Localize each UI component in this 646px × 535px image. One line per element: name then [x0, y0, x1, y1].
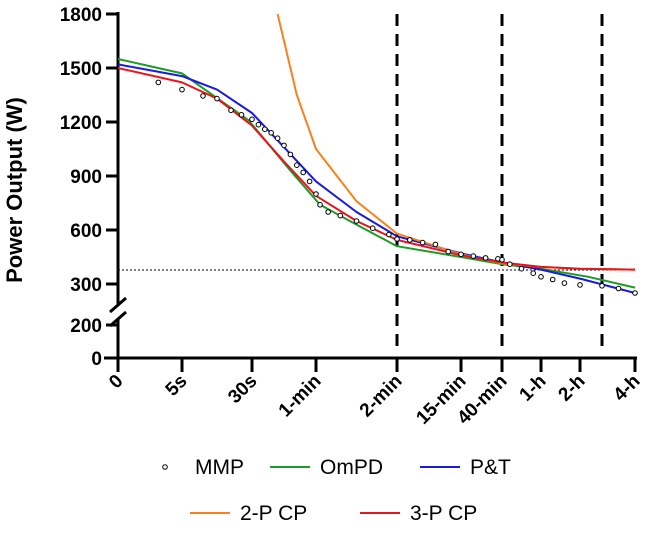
mmp-point	[281, 142, 287, 149]
x-tick-label: 2-h	[555, 371, 590, 406]
y-tick-label: 1200	[60, 113, 102, 134]
mmp-point	[228, 107, 234, 114]
mmp-point	[632, 290, 638, 296]
mmp-point	[155, 79, 162, 86]
mmp-point	[294, 162, 300, 168]
y-tick-label: 200	[70, 316, 102, 337]
x-tick-label: 4-h	[610, 371, 645, 406]
mmp-point	[482, 255, 489, 261]
mmp-point	[470, 253, 477, 259]
y-tick-label: 300	[70, 275, 102, 296]
mmp-point	[538, 274, 544, 280]
x-tick-label: 5s	[162, 371, 192, 401]
mmp-point	[325, 209, 331, 215]
y-tick-label: 1800	[60, 5, 102, 26]
mmp-point	[369, 225, 376, 231]
mmp-point	[419, 239, 426, 246]
mmp-point	[255, 121, 262, 128]
x-tick-label: 30s	[224, 371, 261, 408]
mmp-point	[599, 283, 605, 289]
mmp-point	[300, 169, 307, 176]
legend-label: 2-P CP	[240, 502, 307, 525]
mmp-point	[287, 151, 294, 158]
series-line-p-t	[117, 63, 636, 294]
y-tick-label: 600	[70, 221, 102, 242]
axis-break-mark	[109, 296, 127, 314]
mmp-point	[214, 95, 220, 102]
legend-label: OmPD	[320, 456, 383, 479]
mmp-point	[238, 112, 245, 118]
legend: MMP OmPD P&T 2-P CP 3-P CP	[162, 456, 511, 525]
mmp-point	[306, 178, 313, 185]
y-tick-label: 900	[70, 167, 102, 188]
mmp-point	[394, 236, 400, 242]
y-tick-label: 0	[91, 349, 102, 370]
mmp-point	[407, 237, 413, 243]
x-tick-label: 1-min	[275, 371, 326, 422]
mmp-point	[249, 116, 255, 123]
mmp-point	[507, 261, 513, 268]
x-tick-label: 1-h	[516, 371, 551, 406]
mmp-point	[317, 202, 323, 208]
mmp-point	[499, 256, 505, 263]
series-line-3-p-cp	[117, 67, 636, 271]
mmp-point	[274, 135, 281, 141]
mmp-point	[200, 93, 206, 99]
legend-marker-0	[162, 464, 168, 470]
mmp-point	[313, 191, 319, 197]
mmp-point	[268, 130, 275, 136]
mmp-point	[615, 285, 622, 292]
plot-area: 300 600 900 1200 1500 1800 0 200 0 5s 30s 1-min 2-mi…	[60, 5, 645, 429]
mmp-point	[530, 270, 537, 277]
mmp-point	[432, 241, 439, 248]
mmp-point	[179, 86, 185, 93]
x-tick-label: 0	[105, 371, 127, 393]
legend-label: 3-P CP	[410, 502, 477, 525]
mmp-point	[353, 218, 360, 224]
legend-label: P&T	[470, 456, 511, 479]
y-tick-label: 1500	[60, 59, 102, 80]
mmp-point	[445, 248, 452, 255]
mmp-point	[577, 282, 583, 288]
mmp-point	[561, 280, 568, 286]
mmp-point	[549, 276, 556, 283]
mmp-point	[337, 212, 344, 219]
mmp-point	[518, 265, 525, 272]
mmp-point	[458, 251, 464, 258]
series-line-ompd	[117, 58, 636, 289]
x-tick-label: 2-min	[356, 371, 407, 422]
mmp-point	[386, 231, 392, 238]
mmp-point	[262, 126, 268, 132]
series-line-2-p-cp	[276, 13, 636, 271]
legend-label: MMP	[195, 456, 244, 479]
y-axis-label: Power Output (W)	[2, 97, 27, 283]
